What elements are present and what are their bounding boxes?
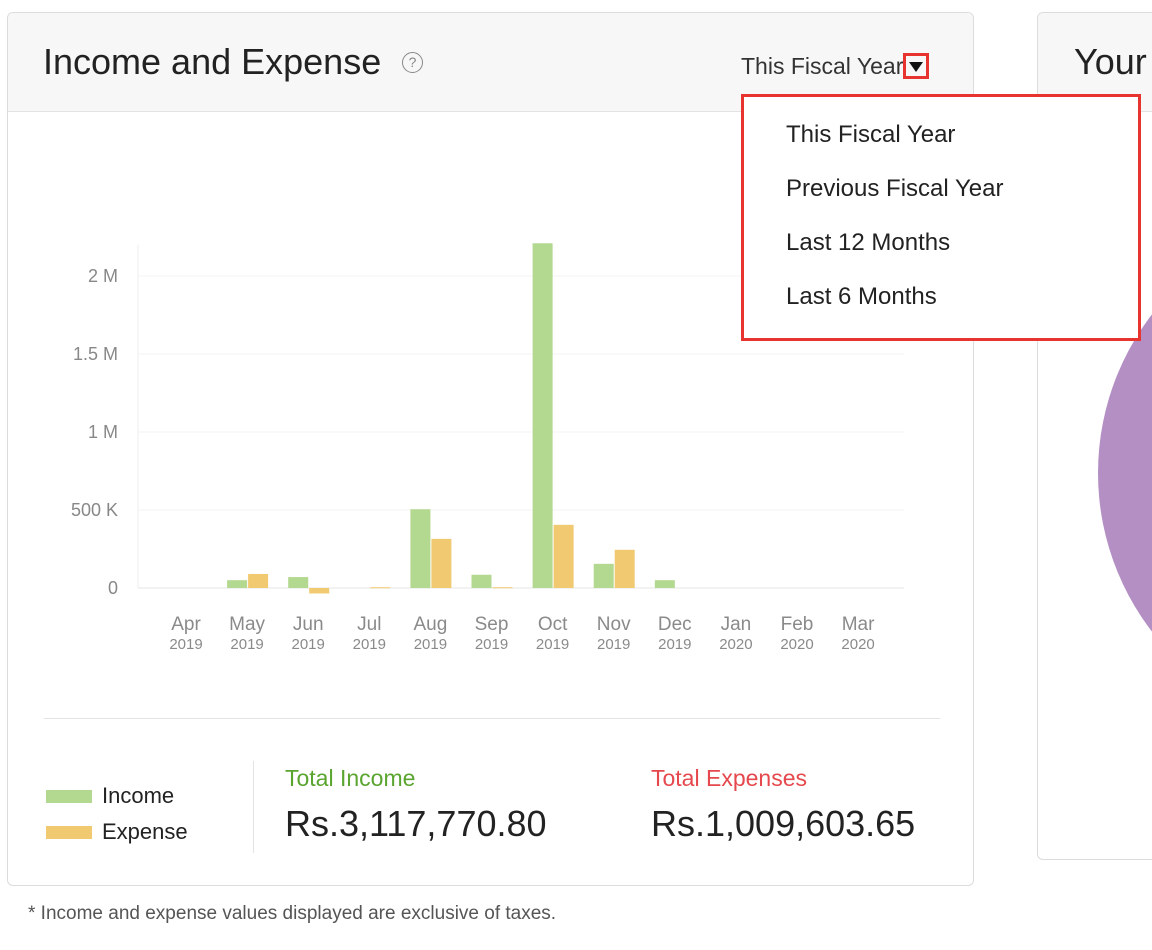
income-swatch [46, 789, 92, 803]
x-tick-month: Jan [721, 614, 752, 635]
legend-label-expense: Expense [102, 819, 188, 844]
y-tick-label: 0 [108, 578, 118, 598]
legend-item-income[interactable]: Income [46, 778, 188, 814]
expense-bar [431, 538, 452, 588]
dropdown-option-previous-fiscal-year[interactable]: Previous Fiscal Year [786, 175, 1004, 202]
card-header: Income and Expense ? This Fiscal Year [8, 13, 973, 112]
chart-legend: Income Expense [46, 778, 188, 850]
caret-down-icon[interactable] [903, 53, 930, 79]
x-tick-year: 2019 [414, 636, 447, 653]
x-tick-month: Dec [658, 614, 692, 635]
dropdown-option-last-6-months[interactable]: Last 6 Months [786, 283, 937, 310]
chart-bars [227, 243, 675, 594]
right-card-title: Your [1074, 41, 1147, 82]
income-bar [471, 574, 492, 588]
total-expenses-label: Total Expenses [651, 765, 807, 791]
income-bar [227, 580, 248, 588]
expense-bar [614, 549, 635, 588]
income-bar [593, 563, 614, 588]
x-tick-month: Nov [597, 614, 631, 635]
x-tick-year: 2020 [719, 636, 752, 653]
legend-item-expense[interactable]: Expense [46, 814, 188, 850]
x-tick-year: 2019 [658, 636, 691, 653]
income-bar [410, 509, 431, 588]
x-tick-month: Oct [538, 614, 568, 635]
x-tick-year: 2019 [536, 636, 569, 653]
x-tick-year: 2019 [475, 636, 508, 653]
income-bar [288, 577, 309, 588]
expense-swatch [46, 825, 92, 839]
period-select-label[interactable]: This Fiscal Year [741, 52, 904, 79]
income-bar [654, 580, 675, 588]
period-select[interactable]: This Fiscal Year [741, 51, 930, 81]
x-tick-month: Sep [475, 614, 509, 635]
legend-label-income: Income [102, 783, 175, 808]
period-dropdown-menu: This Fiscal Year Previous Fiscal Year La… [741, 94, 1141, 341]
total-income-value: Rs.3,117,770.80 [285, 803, 547, 844]
y-tick-label: 1 M [88, 422, 118, 442]
help-icon[interactable]: ? [402, 52, 423, 73]
x-tick-month: May [229, 614, 265, 635]
x-tick-year: 2019 [230, 636, 263, 653]
tax-footnote: * Income and expense values displayed ar… [28, 903, 557, 924]
x-tick-month: Feb [781, 614, 814, 635]
x-tick-year: 2020 [841, 636, 874, 653]
x-tick-year: 2019 [597, 636, 630, 653]
x-tick-month: Mar [842, 614, 875, 635]
chart-divider [44, 718, 940, 719]
x-tick-month: Jun [293, 614, 324, 635]
total-income-label: Total Income [285, 765, 416, 791]
card-title: Income and Expense [43, 41, 382, 82]
dropdown-option-this-fiscal-year[interactable]: This Fiscal Year [786, 121, 956, 148]
x-tick-month: Apr [171, 614, 201, 635]
x-tick-month: Aug [413, 614, 447, 635]
total-expenses-value: Rs.1,009,603.65 [651, 803, 916, 844]
totals-separator [253, 761, 254, 853]
x-tick-month: Jul [357, 614, 381, 635]
expense-bar [553, 524, 574, 588]
expense-bar [248, 573, 269, 588]
dropdown-option-last-12-months[interactable]: Last 12 Months [786, 229, 951, 256]
x-tick-year: 2020 [780, 636, 813, 653]
x-tick-year: 2019 [292, 636, 325, 653]
y-tick-label: 1.5 M [73, 344, 118, 364]
x-tick-year: 2019 [353, 636, 386, 653]
expense-bar [309, 588, 330, 594]
expense-bar [492, 587, 513, 589]
y-tick-label: 500 K [71, 500, 118, 520]
x-tick-year: 2019 [169, 636, 202, 653]
income-bar [532, 243, 553, 589]
expense-bar [370, 587, 391, 589]
y-tick-label: 2 M [88, 266, 118, 286]
